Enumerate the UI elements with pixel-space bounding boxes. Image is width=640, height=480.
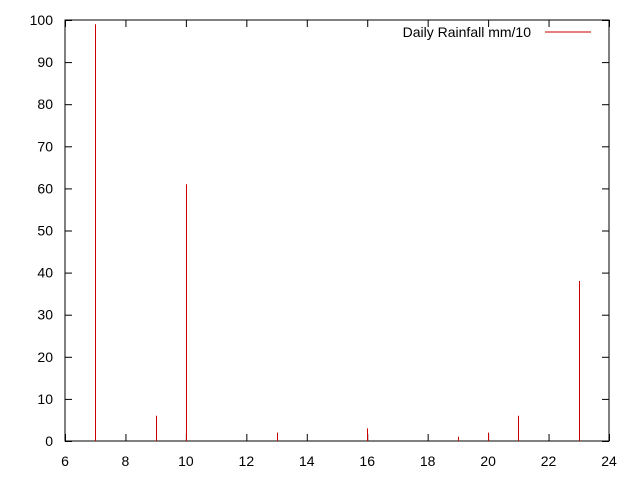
x-tick-label: 18 [420,453,436,469]
x-tick-label: 6 [61,453,69,469]
legend: Daily Rainfall mm/10 [403,24,591,40]
rainfall-impulses [95,24,580,441]
y-tick-label: 50 [37,223,53,239]
y-tick-label: 30 [37,307,53,323]
x-tick-label: 16 [359,453,375,469]
y-tick-label: 20 [37,349,53,365]
x-tick-label: 14 [299,453,315,469]
x-tick-label: 10 [178,453,194,469]
x-tick-labels: 6 8 10 12 14 16 18 20 22 24 [61,453,617,469]
x-tick-label: 12 [239,453,255,469]
x-tick-label: 22 [541,453,557,469]
y-tick-labels: 0 10 20 30 40 50 60 70 80 90 100 [30,12,54,449]
y-tick-label: 80 [37,96,53,112]
x-tick-label: 20 [480,453,496,469]
y-tick-label: 70 [37,138,53,154]
axis-ticks [65,20,610,442]
y-tick-label: 10 [37,391,53,407]
y-tick-label: 40 [37,265,53,281]
legend-label: Daily Rainfall mm/10 [403,24,532,40]
x-tick-label: 8 [122,453,130,469]
plot-frame [64,19,610,442]
y-tick-label: 90 [37,54,53,70]
y-tick-label: 0 [45,433,53,449]
y-tick-label: 100 [30,12,54,28]
x-tick-label: 24 [601,453,617,469]
y-tick-label: 60 [37,180,53,196]
